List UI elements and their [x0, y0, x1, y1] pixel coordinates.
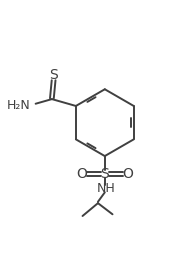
Text: H₂N: H₂N [7, 99, 30, 112]
Text: S: S [49, 68, 58, 82]
Text: S: S [100, 167, 109, 181]
Text: O: O [77, 167, 88, 181]
Text: O: O [122, 167, 133, 181]
Text: NH: NH [97, 182, 116, 195]
